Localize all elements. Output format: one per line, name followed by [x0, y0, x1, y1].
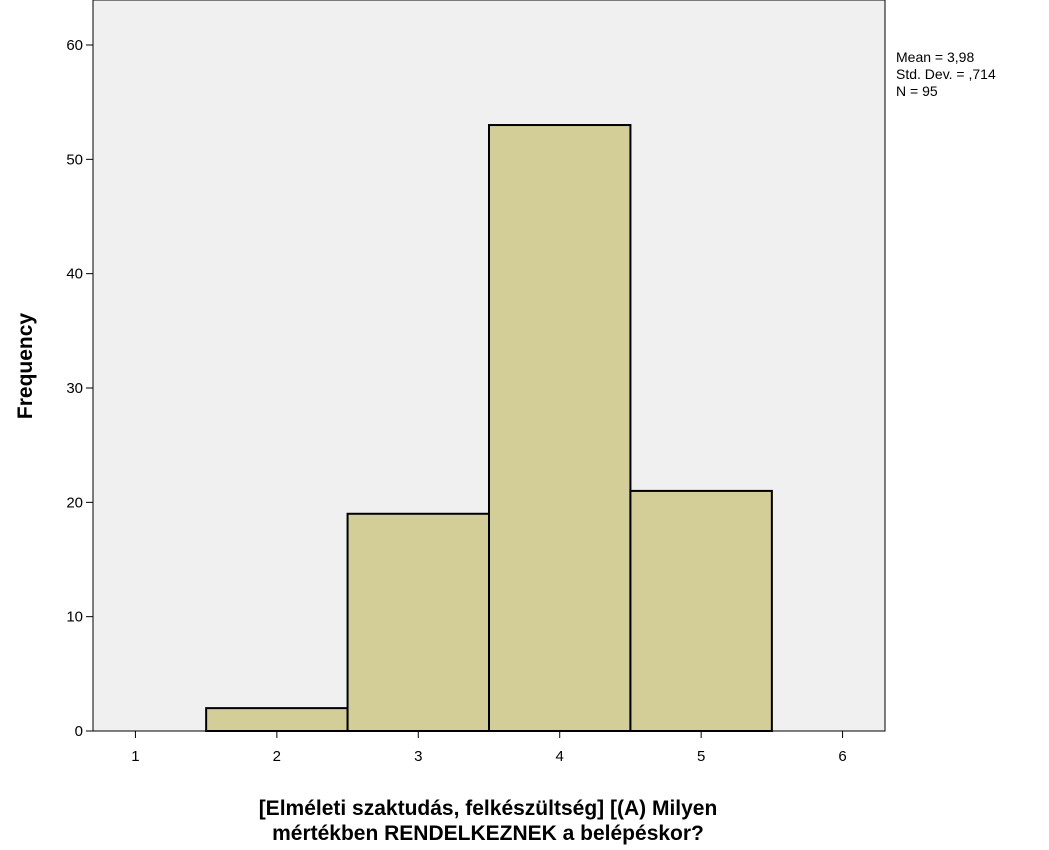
- y-tick-label: 40: [66, 266, 83, 283]
- y-tick-label: 0: [75, 723, 83, 740]
- histogram-bar-5: [629, 489, 773, 732]
- x-tick-label: 5: [697, 748, 705, 765]
- stats-n: N = 95: [896, 83, 938, 99]
- x-axis: 1 2 3 4 5 6: [131, 731, 847, 765]
- x-tick-label: 4: [556, 748, 564, 765]
- y-tick-label: 10: [66, 609, 83, 626]
- y-tick-label: 20: [66, 494, 83, 511]
- x-tick-label: 1: [131, 748, 139, 765]
- x-tick-label: 6: [838, 748, 846, 765]
- x-axis-title-line-1: [Elméleti szaktudás, felkészültség] [(A)…: [259, 797, 718, 820]
- histogram-bar-3: [346, 512, 491, 732]
- y-tick-label: 60: [66, 37, 83, 54]
- x-axis-title-line-2: mértékben RENDELKEZNEK a belépéskor?: [272, 822, 704, 845]
- bars-layer: [205, 124, 773, 733]
- x-tick-label: 3: [414, 748, 422, 765]
- histogram-bar-4: [488, 124, 632, 733]
- histogram-bar-2: [205, 707, 349, 733]
- y-tick-label: 50: [66, 151, 83, 168]
- y-axis-title: Frequency: [14, 313, 37, 420]
- y-tick-label: 30: [66, 380, 83, 397]
- x-tick-label: 2: [273, 748, 281, 765]
- stats-mean: Mean = 3,98: [896, 49, 974, 65]
- y-axis: 0 10 20 30 40 50 60: [66, 37, 93, 740]
- stats-std-dev: Std. Dev. = ,714: [896, 66, 996, 82]
